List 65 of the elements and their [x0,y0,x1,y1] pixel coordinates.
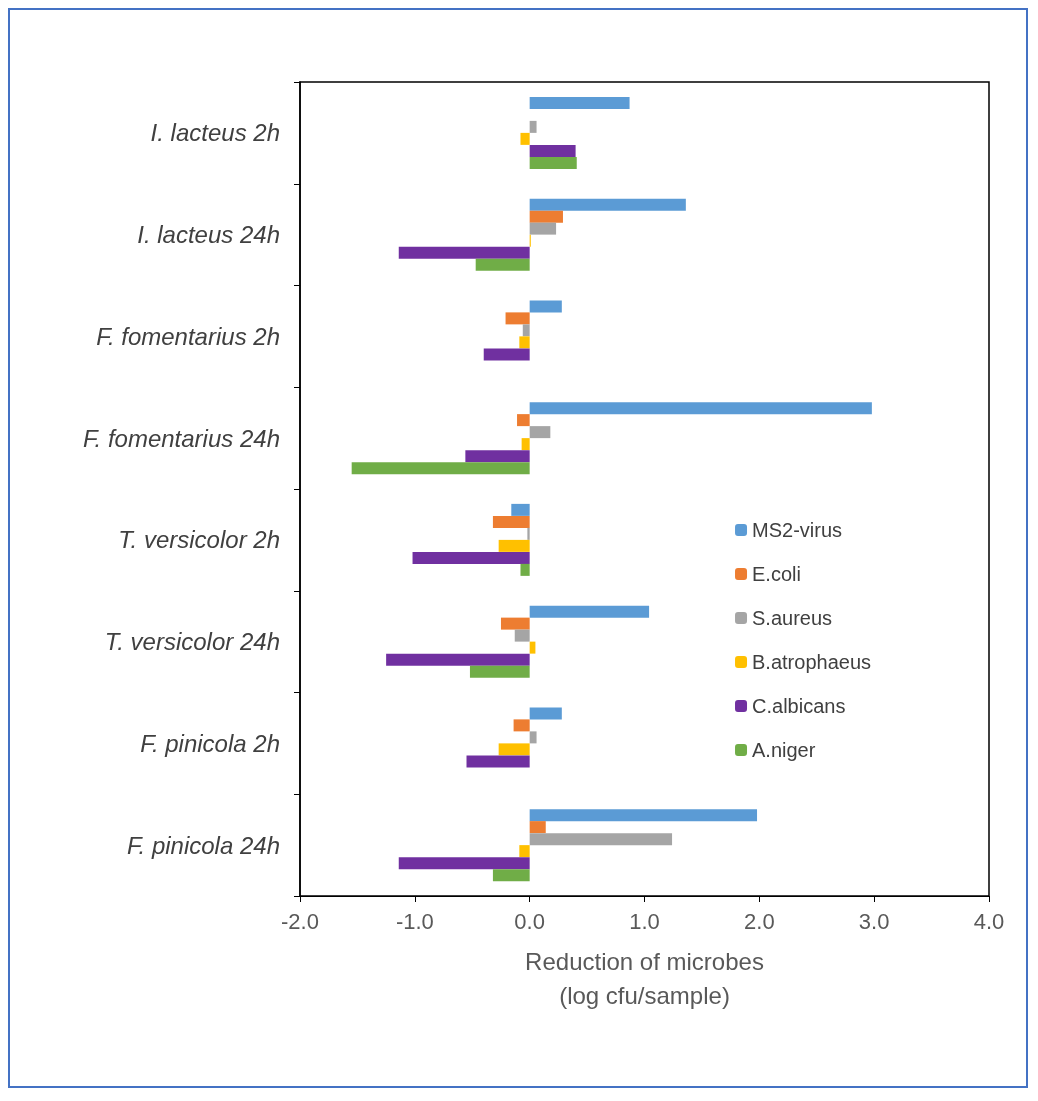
bar [483,348,530,361]
bar [398,246,530,259]
y-tick-label: F. fomentarius 2h [96,322,280,350]
legend-label: B.atrophaeus [752,651,872,673]
x-tick-label: -2.0 [281,908,319,934]
legend-label: A.niger [752,739,816,761]
legend-label: E.coli [752,563,801,585]
bar [505,312,530,325]
y-tick-label: F. pinicola 24h [127,831,280,859]
bar [513,719,530,732]
bar [521,438,530,451]
y-tick-label: F. pinicola 2h [140,729,280,757]
bar [475,258,530,271]
x-tick-label: 3.0 [858,908,890,934]
bar [466,755,530,768]
bar [529,833,673,846]
bar [529,144,576,157]
bar [529,96,630,109]
bar [522,324,530,337]
bar [500,617,530,630]
bar [519,336,530,349]
x-tick-label: -1.0 [395,908,434,934]
y-tick-label: T. versicolor 24h [104,628,280,656]
x-axis-title: Reduction of microbes (log cfu/sample) [525,947,764,1009]
legend-label: S.aureus [752,607,833,629]
bar [520,563,530,576]
bar [351,462,530,475]
bar [529,222,557,235]
y-tick-label: I. lacteus 2h [150,119,280,147]
x-tick-label: 4.0 [973,908,1005,934]
bar [529,402,872,415]
bar [517,414,530,427]
bar [529,156,577,169]
x-tick-label: 0.0 [514,908,545,934]
bar [492,515,530,528]
bar [529,120,537,133]
y-tick-label: I. lacteus 24h [137,221,280,249]
bar [465,450,530,463]
bar [519,845,530,858]
bar [529,707,562,720]
x-tick-label: 1.0 [629,908,660,934]
legend-label: MS2-virus [752,519,843,541]
bar [529,605,650,618]
x-tick-label: 2.0 [744,908,775,934]
bar [527,527,530,540]
bar [529,198,686,211]
bar [492,869,530,882]
bar [511,503,530,516]
bar [498,539,530,552]
bar [469,665,530,678]
bar [529,731,537,744]
bar [412,551,530,564]
bar [529,426,551,439]
legend-label: C.albicans [752,695,846,717]
y-tick-label: F. fomentarius 24h [82,424,280,452]
bar [529,809,758,822]
bar [529,300,562,313]
bar [398,857,530,870]
y-tick-label: T. versicolor 2h [118,526,280,554]
bar [386,653,530,666]
bar [520,132,530,145]
bar [529,210,563,223]
bar [514,629,530,642]
bar [529,821,546,834]
bar [498,743,530,756]
